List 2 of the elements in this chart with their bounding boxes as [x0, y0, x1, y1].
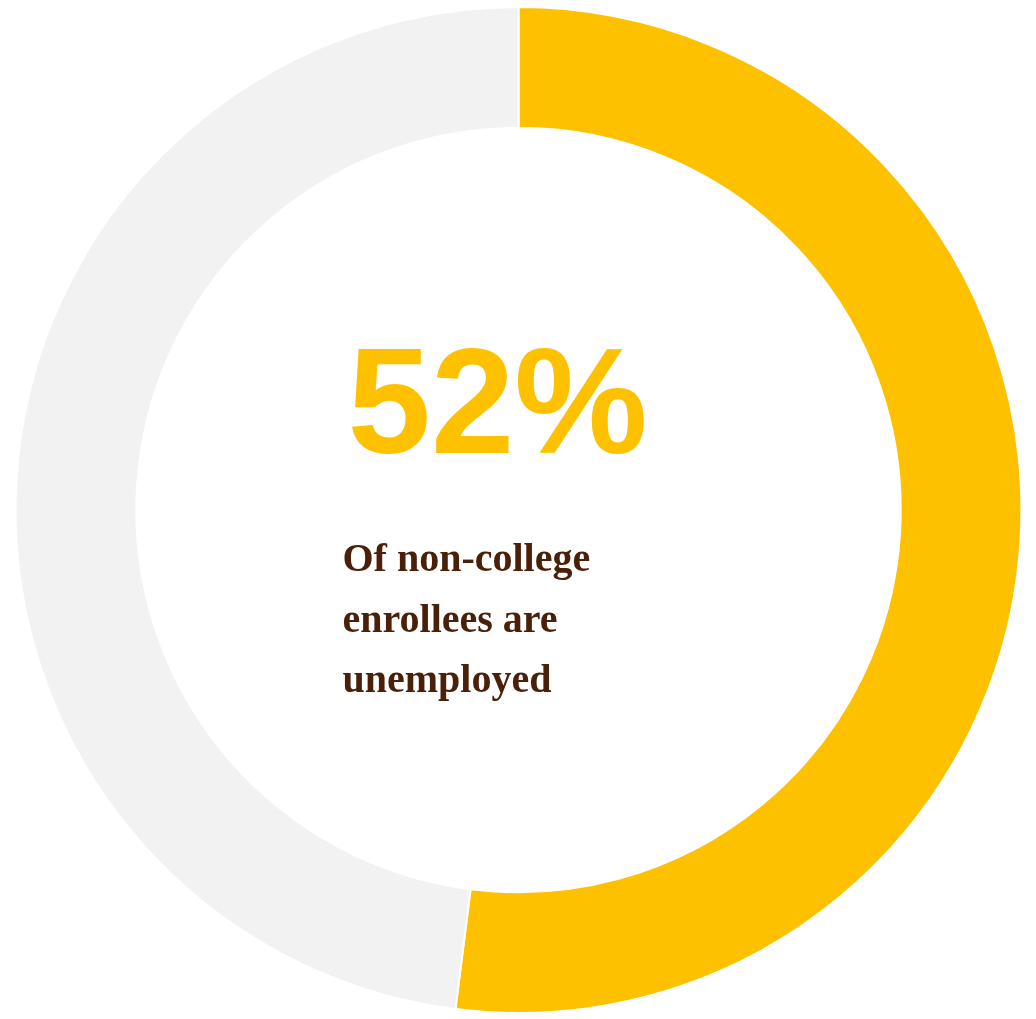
text: 52% [347, 316, 648, 485]
text: Of non-college enrollees are unemployed [342, 535, 591, 702]
